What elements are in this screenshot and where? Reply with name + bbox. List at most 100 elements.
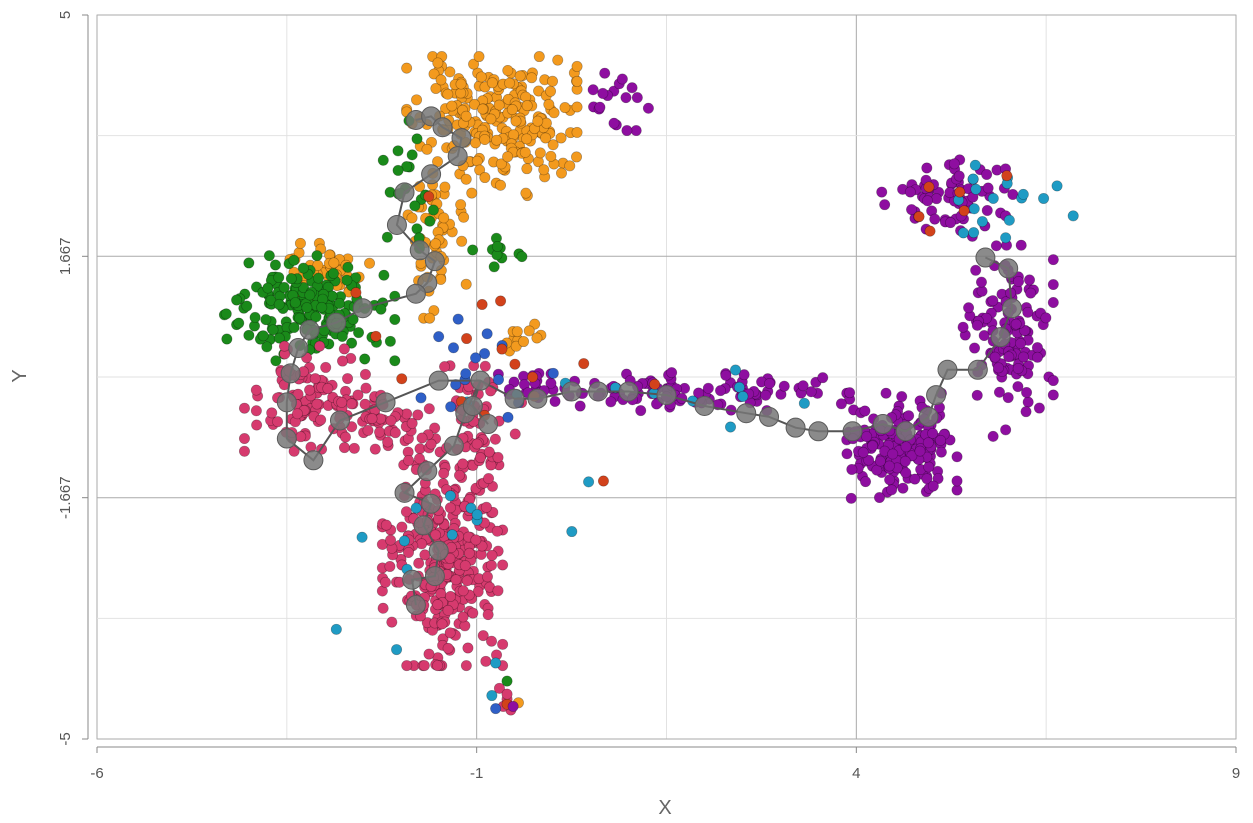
scatter-point [423, 648, 435, 660]
scatter-point [760, 389, 772, 401]
scatter-point [477, 630, 489, 642]
scatter-point [547, 75, 559, 87]
scatter-point [446, 529, 458, 541]
trajectory-node [428, 540, 449, 561]
scatter-point [559, 102, 571, 114]
scatter-point [288, 254, 300, 266]
trajectory-node [478, 414, 499, 435]
scatter-point [649, 378, 661, 390]
trajectory-node [808, 421, 829, 442]
trajectory-node [280, 363, 301, 384]
scatter-point [375, 303, 387, 315]
scatter-point [845, 492, 857, 504]
trajectory-node [618, 381, 639, 402]
scatter-point [1013, 276, 1025, 288]
scatter-point [1019, 325, 1031, 337]
scatter-point [552, 54, 564, 66]
scatter-point [635, 405, 647, 417]
scatter-point [857, 446, 869, 458]
scatter-point [424, 215, 436, 227]
scatter-point [957, 321, 969, 333]
trajectory-node [588, 381, 609, 402]
trajectory-node [299, 319, 320, 340]
trajectory-node [527, 388, 548, 409]
scatter-point [1018, 351, 1030, 363]
scatter-point [384, 335, 396, 347]
scatter-point [1022, 306, 1034, 318]
scatter-point [473, 51, 485, 63]
scatter-point [531, 332, 543, 344]
scatter-point [976, 216, 988, 228]
trajectory-node [428, 370, 449, 391]
scatter-point [990, 240, 1002, 252]
scatter-point [482, 609, 494, 621]
scatter-point [483, 473, 495, 485]
trajectory-node [421, 164, 442, 185]
scatter-point [495, 158, 507, 170]
trajectory-node [276, 392, 297, 413]
scatter-point [267, 324, 279, 336]
scatter-point [337, 355, 349, 367]
scatter-point [922, 437, 934, 449]
scatter-point [288, 321, 300, 333]
scatter-point [738, 369, 750, 381]
scatter-point [385, 415, 397, 427]
trajectory-node [394, 482, 415, 503]
scatter-point [571, 60, 583, 72]
scatter-point [543, 98, 555, 110]
scatter-point [927, 427, 939, 439]
scatter-point [320, 361, 332, 373]
scatter-point [987, 192, 999, 204]
scatter-point [294, 237, 306, 249]
trajectory-node [998, 258, 1019, 279]
scatter-point [989, 351, 1001, 363]
scatter-point [880, 387, 892, 399]
scatter-point [285, 273, 297, 285]
scatter-point [545, 85, 557, 97]
scatter-point [932, 473, 944, 485]
scatter-point [438, 212, 450, 224]
y-tick-label: 1.667 [57, 238, 74, 276]
scatter-point [298, 282, 310, 294]
scatter-point [479, 348, 491, 360]
trajectory-node [352, 298, 373, 319]
scatter-point [438, 467, 450, 479]
scatter-point [346, 337, 358, 349]
scatter-point [459, 560, 471, 572]
scatter-point [457, 611, 469, 623]
scatter-point [509, 358, 521, 370]
scatter-point [666, 367, 678, 379]
trajectory-node [926, 385, 947, 406]
scatter-point [316, 301, 328, 313]
y-tick-label: -5 [57, 732, 74, 745]
scatter-point [968, 227, 980, 239]
scatter-point [322, 383, 334, 395]
scatter-point [341, 274, 353, 286]
scatter-point [574, 400, 586, 412]
scatter-point [511, 326, 523, 338]
scatter-point [291, 408, 303, 420]
scatter-point [516, 251, 528, 263]
scatter-point [963, 302, 975, 314]
scatter-point [406, 149, 418, 161]
scatter-point [493, 682, 505, 694]
scatter-point [379, 576, 391, 588]
scatter-point [859, 405, 871, 417]
trajectory-node [937, 359, 958, 380]
scatter-point [470, 137, 482, 149]
scatter-point [867, 440, 879, 452]
scatter-point [406, 212, 418, 224]
scatter-point [385, 534, 397, 546]
scatter-point [523, 325, 535, 337]
scatter-point [987, 430, 999, 442]
scatter-point [263, 250, 275, 262]
scatter-point [477, 103, 489, 115]
scatter-point [486, 635, 498, 647]
scatter-point [993, 362, 1005, 374]
scatter-point [594, 101, 606, 113]
scatter-point [439, 361, 451, 373]
scatter-point [338, 442, 350, 454]
scatter-point [566, 526, 578, 538]
scatter-point [456, 235, 468, 247]
scatter-point [442, 88, 454, 100]
